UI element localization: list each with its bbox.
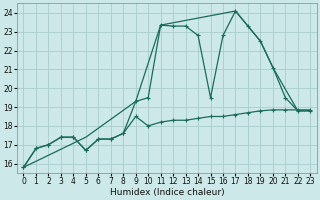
X-axis label: Humidex (Indice chaleur): Humidex (Indice chaleur) bbox=[109, 188, 224, 197]
